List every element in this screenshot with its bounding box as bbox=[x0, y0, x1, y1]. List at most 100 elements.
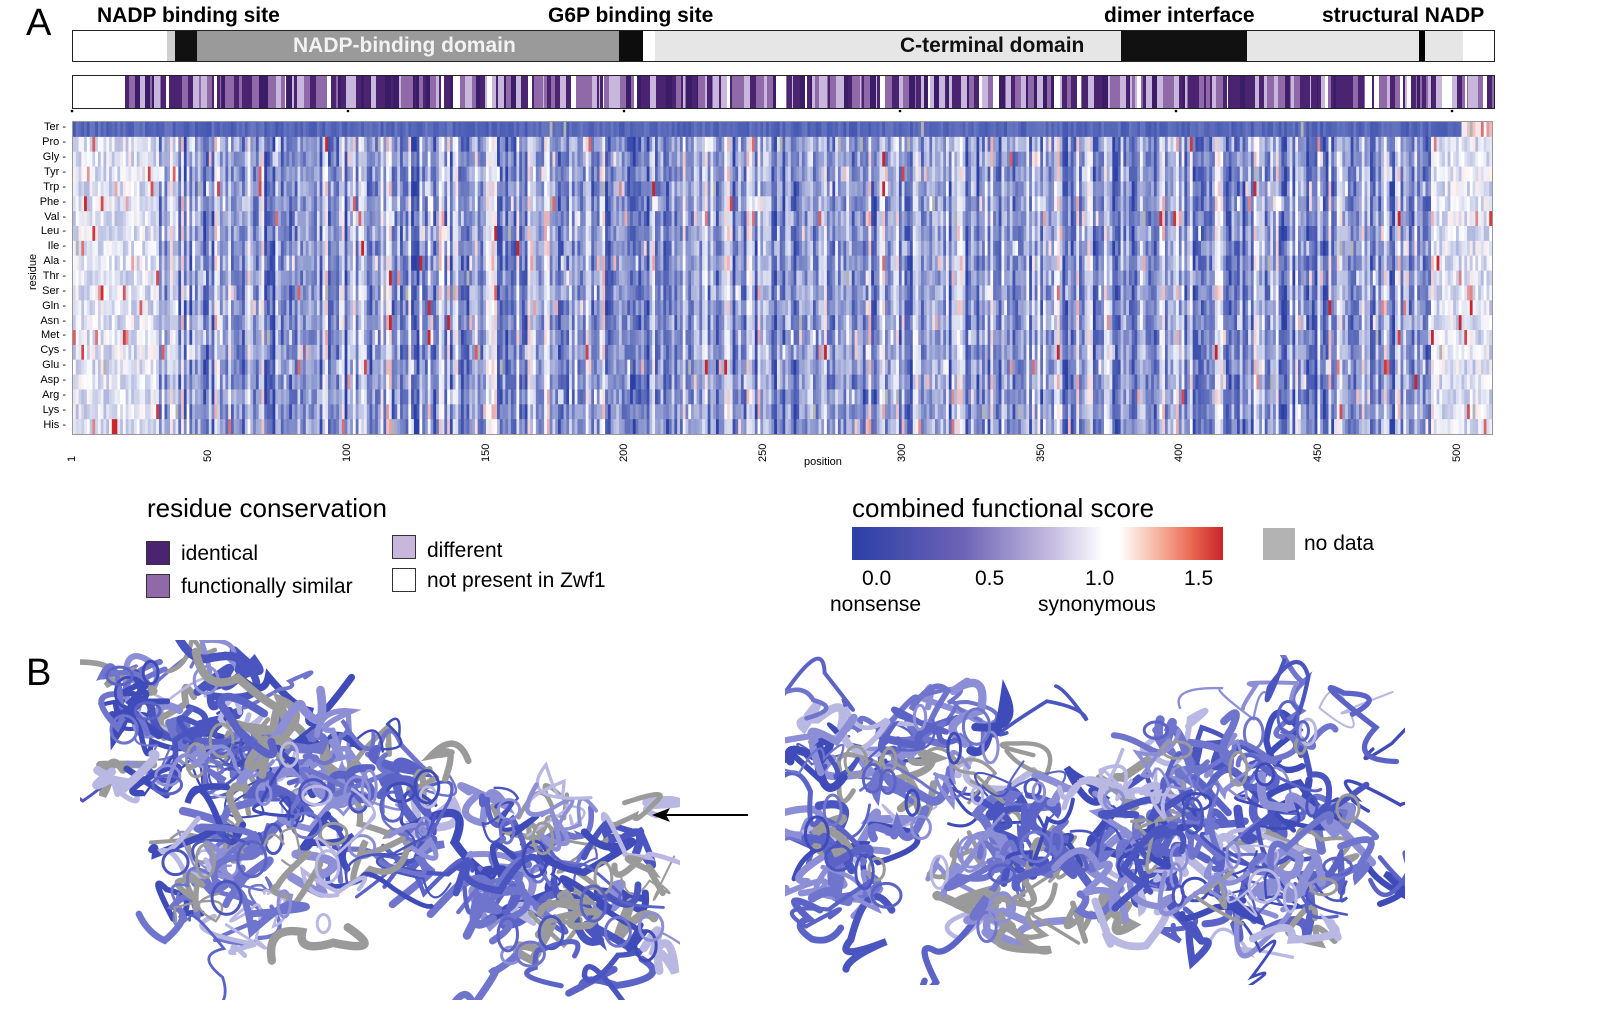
heatmap-cell bbox=[308, 270, 312, 286]
heatmap-cell bbox=[491, 404, 495, 420]
heatmap-cell bbox=[150, 270, 154, 286]
heatmap-cell bbox=[206, 240, 210, 257]
heatmap-cell bbox=[161, 285, 165, 301]
heatmap-cell bbox=[394, 226, 398, 242]
conservation-stripe bbox=[836, 76, 841, 108]
heatmap-cell bbox=[247, 211, 251, 227]
heatmap-cell bbox=[585, 151, 589, 167]
heatmap-cell bbox=[497, 136, 501, 153]
heatmap-cell bbox=[533, 359, 537, 375]
heatmap-cell bbox=[233, 270, 237, 286]
heatmap-cell bbox=[336, 270, 340, 286]
c-terminal-domain-shade bbox=[655, 31, 1463, 61]
heatmap-cell bbox=[513, 166, 517, 182]
heatmap-cell bbox=[383, 389, 387, 405]
heatmap-cell bbox=[652, 300, 656, 316]
conservation-stripes bbox=[125, 76, 1494, 108]
heatmap-cell bbox=[494, 270, 498, 286]
heatmap-cell bbox=[596, 196, 600, 212]
heatmap-cell bbox=[552, 389, 556, 405]
heatmap-cell bbox=[602, 315, 606, 331]
heatmap-cell bbox=[455, 330, 459, 346]
heatmap-cell bbox=[577, 359, 581, 375]
heatmap-cell bbox=[505, 389, 509, 405]
heatmap-cell bbox=[438, 374, 443, 390]
heatmap-cell bbox=[366, 270, 370, 286]
heatmap-cell bbox=[485, 151, 490, 167]
heatmap-cell bbox=[278, 196, 282, 212]
heatmap-cell bbox=[388, 226, 393, 242]
heatmap-cell bbox=[330, 389, 334, 405]
conservation-stripe bbox=[903, 76, 909, 108]
conservation-stripe bbox=[739, 76, 743, 108]
heatmap-cell bbox=[563, 404, 567, 420]
heatmap-cell bbox=[97, 389, 102, 405]
heatmap-cell bbox=[250, 330, 254, 346]
heatmap-cell bbox=[86, 240, 91, 257]
heatmap-cell bbox=[336, 211, 340, 227]
heatmap-cell bbox=[433, 315, 437, 331]
heatmap-cell bbox=[258, 136, 262, 153]
heatmap-cell bbox=[147, 240, 151, 257]
heatmap-cell bbox=[469, 359, 473, 375]
heatmap-cell bbox=[643, 211, 648, 227]
heatmap-cell bbox=[618, 166, 623, 182]
heatmap-cell bbox=[264, 315, 268, 331]
heatmap-cell bbox=[84, 300, 88, 316]
heatmap-cell bbox=[272, 389, 276, 405]
heatmap-cell bbox=[330, 285, 334, 301]
heatmap-cell bbox=[178, 240, 182, 257]
conservation-stripe bbox=[379, 76, 385, 108]
heatmap-cell bbox=[194, 226, 199, 242]
heatmap-cell bbox=[92, 196, 96, 212]
heatmap-cell bbox=[638, 181, 642, 197]
heatmap-cell bbox=[372, 389, 376, 405]
heatmap-cell bbox=[419, 196, 423, 212]
heatmap-cell bbox=[358, 122, 362, 138]
heatmap-cell bbox=[358, 389, 362, 405]
conservation-stripe bbox=[391, 76, 393, 108]
heatmap-cell bbox=[128, 122, 132, 138]
conservation-stripe bbox=[795, 76, 800, 108]
heatmap-cell bbox=[145, 136, 149, 153]
heatmap-cell bbox=[391, 300, 395, 316]
heatmap-cell bbox=[502, 122, 506, 138]
heatmap-cell bbox=[364, 151, 368, 167]
heatmap-cell bbox=[657, 419, 661, 434]
heatmap-cell bbox=[480, 270, 484, 286]
heatmap-cell bbox=[521, 315, 526, 331]
heatmap-cell bbox=[125, 122, 129, 138]
heatmap-cell bbox=[549, 226, 553, 242]
heatmap-cell bbox=[444, 122, 448, 138]
heatmap-cell bbox=[369, 270, 373, 286]
heatmap-cell bbox=[264, 196, 268, 212]
heatmap-cell bbox=[339, 211, 343, 227]
heatmap-cell bbox=[641, 285, 645, 301]
heatmap-cell bbox=[258, 151, 262, 167]
conservation-stripe bbox=[496, 76, 498, 108]
heatmap-cell bbox=[341, 181, 345, 197]
heatmap-cell bbox=[264, 255, 268, 271]
conservation-stripe bbox=[228, 76, 234, 108]
heatmap-cell bbox=[491, 240, 495, 257]
heatmap-cell bbox=[397, 196, 401, 212]
heatmap-cell bbox=[616, 196, 620, 212]
heatmap-cell bbox=[505, 211, 509, 227]
heatmap-cell bbox=[452, 404, 456, 420]
heatmap-cell bbox=[632, 315, 637, 331]
heatmap-cell bbox=[671, 255, 675, 271]
heatmap-cell bbox=[527, 389, 531, 405]
heatmap-cell bbox=[494, 285, 498, 301]
heatmap-cell bbox=[319, 166, 323, 182]
heatmap-cell bbox=[533, 344, 537, 361]
heatmap-cell bbox=[369, 344, 373, 361]
heatmap-cell bbox=[422, 344, 426, 361]
heatmap-cell bbox=[95, 330, 99, 346]
heatmap-cell bbox=[325, 285, 329, 301]
heatmap-cell bbox=[172, 181, 176, 197]
heatmap-cell bbox=[350, 196, 354, 212]
heatmap-cell bbox=[461, 404, 465, 420]
heatmap-cell bbox=[416, 359, 420, 375]
heatmap-cell bbox=[358, 166, 362, 182]
heatmap-cell bbox=[649, 285, 653, 301]
